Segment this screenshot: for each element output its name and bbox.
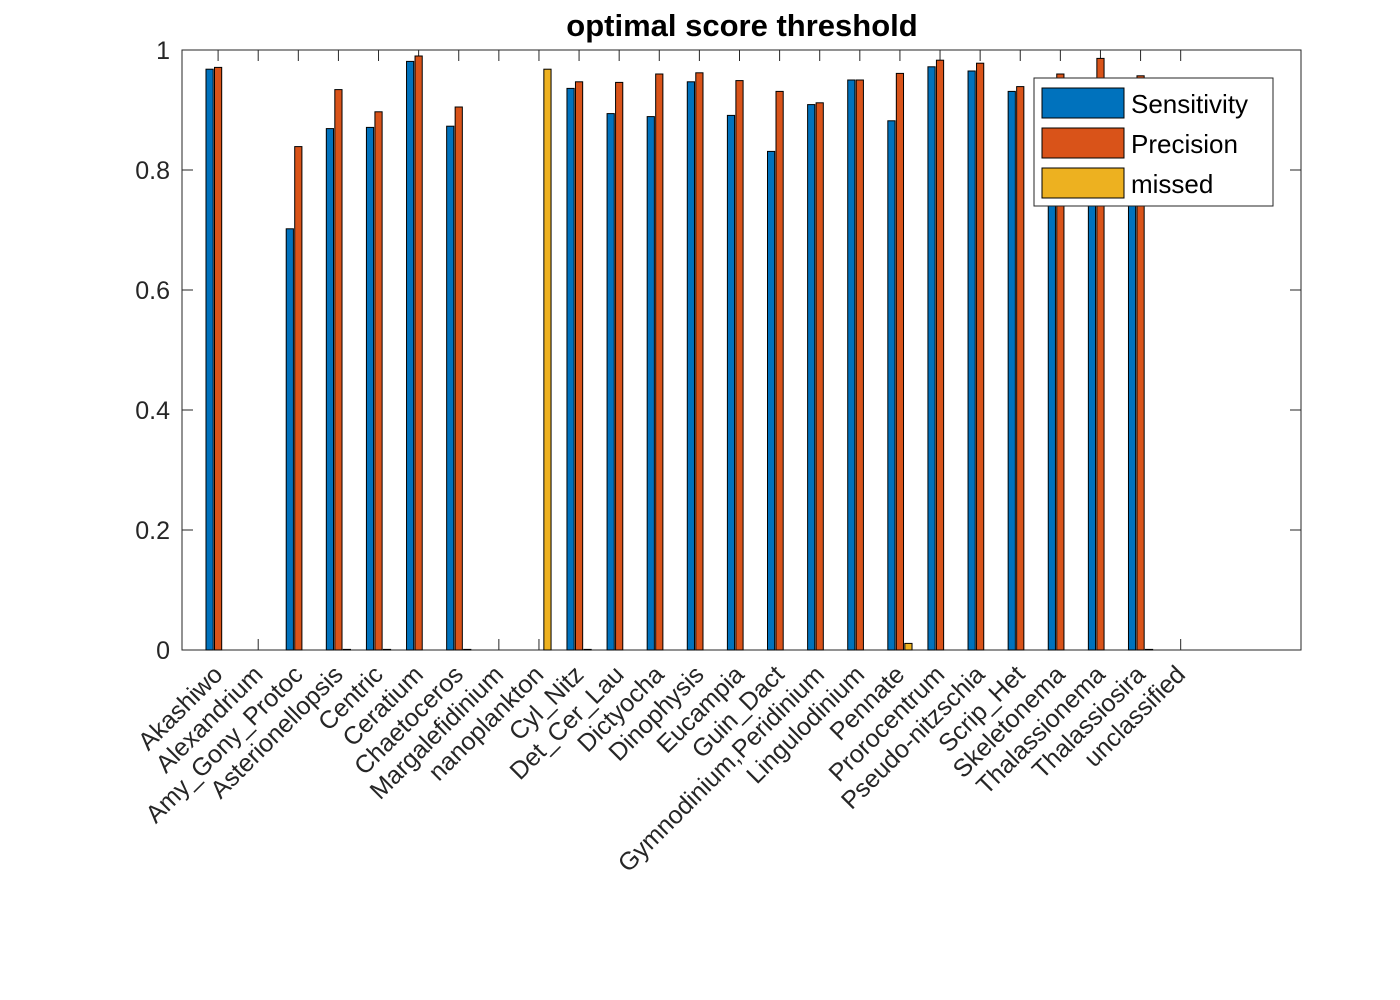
legend-label-precision: Precision [1131, 129, 1238, 159]
bar-precision-19 [935, 59, 945, 651]
bar-sensitivity-17 [847, 79, 856, 651]
bar-precision-16 [815, 102, 824, 651]
bar-sensitivity-21 [1007, 90, 1016, 651]
bars [205, 55, 1154, 651]
bar-sensitivity-12 [646, 116, 655, 651]
bar-precision-5 [374, 111, 383, 651]
bar-missed-4 [342, 648, 352, 651]
y-tick-label: 1 [156, 37, 170, 65]
bar-precision-6 [414, 55, 423, 651]
bar-precision-4 [334, 89, 343, 651]
bar-missed-7 [463, 648, 472, 651]
bar-sensitivity-10 [566, 87, 575, 651]
bar-sensitivity-15 [767, 150, 776, 651]
bar-sensitivity-3 [285, 228, 294, 651]
y-tick-label: 0.6 [135, 277, 170, 305]
bar-precision-12 [655, 73, 664, 651]
bar-sensitivity-6 [406, 60, 415, 651]
bar-precision-18 [895, 72, 905, 651]
y-tick-label: 0.8 [135, 157, 170, 185]
bar-sensitivity-16 [807, 104, 816, 651]
bar-precision-24 [1136, 75, 1145, 651]
bar-sensitivity-13 [686, 81, 695, 651]
legend-label-missed: missed [1131, 169, 1213, 199]
bar-missed-10 [583, 648, 592, 651]
bar-precision-7 [454, 106, 463, 651]
bar-precision-14 [735, 80, 744, 651]
bar-precision-17 [855, 79, 864, 651]
bar-sensitivity-7 [446, 125, 455, 651]
legend: Sensitivity Precision missed [1033, 77, 1274, 207]
bar-sensitivity-5 [365, 126, 375, 651]
bar-precision-3 [294, 146, 303, 651]
bar-sensitivity-1 [205, 68, 214, 651]
bar-precision-23 [1096, 57, 1105, 651]
legend-swatch-precision [1041, 127, 1125, 159]
bar-precision-13 [695, 72, 704, 651]
bar-sensitivity-11 [606, 113, 615, 651]
bar-sensitivity-19 [927, 66, 936, 651]
y-tick-label: 0 [156, 637, 170, 665]
bar-precision-15 [775, 90, 784, 651]
chart-title: optimal score threshold [566, 8, 917, 43]
bar-precision-1 [213, 66, 223, 651]
bar-sensitivity-4 [325, 128, 335, 651]
bar-precision-21 [1016, 86, 1025, 651]
bar-sensitivity-18 [887, 120, 896, 651]
legend-swatch-sensitivity [1041, 87, 1125, 119]
bar-precision-10 [574, 81, 584, 651]
y-tick-label: 0.4 [135, 397, 170, 425]
bar-sensitivity-14 [726, 114, 736, 651]
legend-swatch-missed [1041, 167, 1125, 199]
y-tick-label: 0.2 [135, 517, 170, 545]
bar-missed-5 [382, 648, 392, 651]
bar-missed-18 [904, 642, 913, 651]
bar-missed-9 [543, 68, 552, 651]
bar-missed-24 [1144, 648, 1154, 651]
bar-precision-22 [1056, 73, 1065, 651]
bar-sensitivity-20 [967, 70, 976, 651]
legend-label-sensitivity: Sensitivity [1131, 89, 1248, 119]
bar-precision-11 [615, 81, 624, 651]
bar-precision-20 [976, 62, 985, 651]
